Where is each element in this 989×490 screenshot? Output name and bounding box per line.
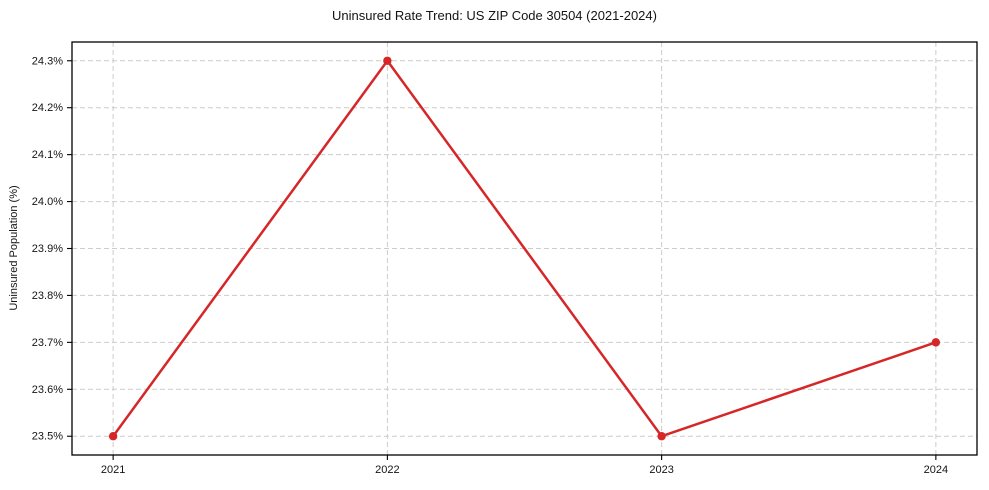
data-point-marker — [657, 432, 666, 441]
data-point-marker — [931, 338, 941, 347]
data-point-marker — [383, 56, 392, 65]
y-tick-label: 23.8% — [32, 290, 63, 302]
x-tick-label: 2021 — [101, 464, 125, 476]
y-tick-label: 24.2% — [32, 102, 63, 114]
y-tick-label: 23.5% — [32, 431, 63, 443]
x-tick-label: 2022 — [375, 464, 399, 476]
chart-title: Uninsured Rate Trend: US ZIP Code 30504 … — [332, 8, 657, 23]
data-point-marker — [108, 432, 118, 441]
y-tick-label: 23.9% — [32, 243, 63, 255]
x-tick-label: 2023 — [649, 464, 673, 476]
x-tick-label: 2024 — [924, 464, 948, 476]
y-tick-label: 24.3% — [32, 55, 63, 67]
y-tick-label: 23.7% — [32, 337, 63, 349]
y-tick-label: 24.1% — [32, 149, 63, 161]
plot-border — [71, 41, 978, 456]
trend-line — [111, 59, 938, 438]
y-tick-label: 24.0% — [32, 196, 63, 208]
y-tick-label: 23.6% — [32, 384, 63, 396]
